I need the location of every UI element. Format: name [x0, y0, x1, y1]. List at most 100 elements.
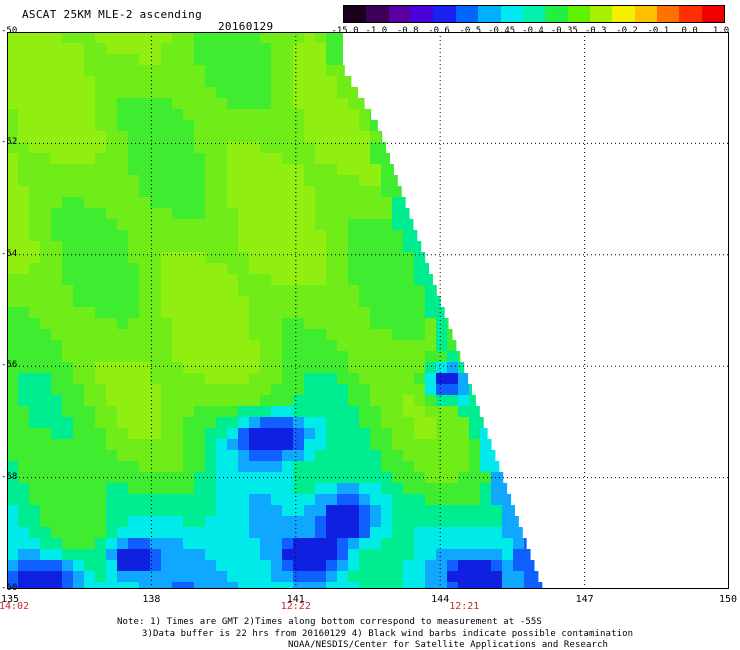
data-cell — [271, 516, 282, 527]
data-cell — [194, 340, 205, 351]
data-cell — [172, 505, 183, 516]
data-cell — [205, 109, 216, 120]
data-cell — [381, 340, 392, 351]
data-cell — [73, 208, 84, 219]
data-cell — [238, 527, 249, 538]
data-cell — [260, 230, 271, 241]
data-cell — [227, 32, 238, 43]
data-cell — [117, 186, 128, 197]
data-cell — [84, 516, 95, 527]
data-cell — [139, 560, 150, 571]
data-cell — [403, 450, 414, 461]
data-cell — [238, 230, 249, 241]
data-cell — [293, 395, 304, 406]
data-cell — [62, 241, 73, 252]
data-cell — [161, 373, 172, 384]
data-cell — [238, 32, 249, 43]
data-cell — [381, 274, 392, 285]
data-cell — [293, 76, 304, 87]
data-cell — [238, 153, 249, 164]
data-cell — [249, 527, 260, 538]
data-cell — [282, 98, 293, 109]
data-cell — [260, 384, 271, 395]
data-cell — [260, 208, 271, 219]
data-cell — [491, 439, 492, 450]
data-cell — [161, 494, 172, 505]
data-cell — [183, 351, 194, 362]
longitude-label: 150 — [718, 594, 738, 605]
data-cell — [370, 241, 381, 252]
data-cell — [271, 65, 282, 76]
data-cell — [249, 538, 260, 549]
data-cell — [381, 472, 392, 483]
data-cell — [293, 87, 304, 98]
data-cell — [260, 417, 271, 428]
data-cell — [282, 241, 293, 252]
data-cell — [304, 417, 315, 428]
data-cell — [84, 153, 95, 164]
data-cell — [282, 87, 293, 98]
data-cell — [172, 307, 183, 318]
data-cell — [238, 87, 249, 98]
data-cell — [18, 65, 29, 76]
data-cell — [271, 153, 282, 164]
data-cell — [238, 54, 249, 65]
data-cell — [18, 582, 29, 589]
data-cell — [161, 571, 172, 582]
data-cell — [326, 329, 337, 340]
data-cell — [139, 362, 150, 373]
data-cell — [216, 65, 227, 76]
data-cell — [205, 285, 216, 296]
data-cell — [348, 318, 359, 329]
data-cell — [381, 483, 392, 494]
data-cell — [51, 472, 62, 483]
data-cell — [18, 351, 29, 362]
data-cell — [249, 450, 260, 461]
data-cell — [150, 32, 161, 43]
data-cell — [414, 362, 425, 373]
data-cell — [150, 197, 161, 208]
data-cell — [447, 373, 458, 384]
data-cell — [95, 351, 106, 362]
data-cell — [326, 43, 337, 54]
data-cell — [139, 252, 150, 263]
data-cell — [315, 417, 326, 428]
data-cell — [304, 296, 315, 307]
note-line-3: NOAA/NESDIS/Center for Satellite Applica… — [288, 640, 609, 650]
data-cell — [326, 131, 337, 142]
data-cell — [183, 175, 194, 186]
data-cell — [326, 164, 337, 175]
data-cell — [18, 32, 29, 43]
data-cell — [117, 120, 128, 131]
data-cell — [183, 472, 194, 483]
data-cell — [150, 307, 161, 318]
data-cell — [7, 87, 18, 98]
data-cell — [282, 164, 293, 175]
data-cell — [117, 538, 128, 549]
data-cell — [40, 274, 51, 285]
data-cell — [172, 43, 183, 54]
data-cell — [282, 307, 293, 318]
data-cell — [106, 384, 117, 395]
data-cell — [172, 230, 183, 241]
data-cell — [172, 164, 183, 175]
data-cell — [7, 505, 18, 516]
data-cell — [326, 208, 337, 219]
data-cell — [62, 98, 73, 109]
data-cell — [73, 582, 84, 589]
data-cell — [337, 494, 348, 505]
data-cell — [73, 384, 84, 395]
data-cell — [106, 483, 117, 494]
data-cell — [392, 307, 403, 318]
data-cell — [326, 54, 337, 65]
data-cell — [359, 505, 370, 516]
data-cell — [238, 384, 249, 395]
data-cell — [29, 450, 40, 461]
data-cell — [293, 230, 304, 241]
data-cell — [370, 439, 381, 450]
data-cell — [62, 43, 73, 54]
data-cell — [29, 395, 40, 406]
data-cell — [139, 219, 150, 230]
data-cell — [7, 384, 18, 395]
data-cell — [194, 461, 205, 472]
